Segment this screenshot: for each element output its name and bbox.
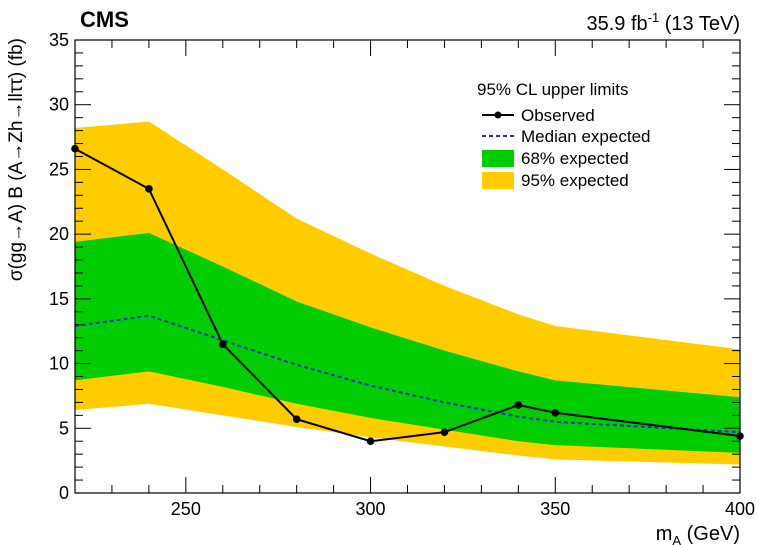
legend-observed-marker: [494, 111, 502, 119]
legend-title: 95% CL upper limits: [477, 80, 629, 99]
y-tick-label: 10: [49, 354, 69, 374]
legend-95-swatch: [482, 172, 514, 189]
y-tick-label: 35: [49, 30, 69, 50]
observed-point: [145, 185, 153, 193]
lumi-label: 35.9 fb-1 (13 TeV): [586, 10, 740, 35]
legend-95-label: 95% expected: [521, 171, 629, 190]
x-tick-label: 400: [725, 499, 755, 519]
x-axis-label-unit: (GeV): [681, 523, 740, 545]
y-tick-label: 0: [59, 483, 69, 503]
x-axis-label-subscript: A: [672, 533, 681, 545]
y-tick-label: 25: [49, 159, 69, 179]
y-tick-label: 30: [49, 95, 69, 115]
observed-point: [440, 428, 449, 436]
expected-bands: [75, 121, 740, 465]
observed-point: [218, 340, 227, 348]
band-68-expected: [75, 232, 740, 453]
observed-point: [292, 415, 301, 424]
observed-point: [551, 408, 560, 417]
x-tick-label: 250: [171, 499, 201, 519]
legend-68-label: 68% expected: [521, 149, 629, 168]
x-axis-label-main: m: [656, 523, 673, 545]
x-axis-label: mA (GeV): [656, 523, 740, 545]
legend-68-swatch: [482, 150, 514, 167]
y-axis-label: σ(gg→A) B (A→Zh→llττ) (fb): [6, 38, 27, 281]
legend-median-label: Median expected: [521, 127, 650, 146]
median-expected-line: [74, 314, 741, 434]
lumi-superscript: -1: [648, 10, 660, 25]
x-tick-label: 350: [540, 499, 570, 519]
x-tick-label: 300: [356, 499, 386, 519]
legend-entry-68: 68% expected: [482, 149, 629, 168]
observed-point: [366, 437, 375, 446]
legend-entry-95: 95% expected: [482, 171, 629, 190]
y-tick-label: 5: [59, 418, 69, 438]
y-tick-label: 20: [49, 224, 69, 244]
energy-label: (13 TeV): [659, 13, 740, 35]
legend: 95% CL upper limits Observed Median expe…: [477, 80, 650, 190]
observed-point: [514, 401, 523, 409]
legend-entry-median: Median expected: [482, 127, 650, 146]
y-tick-label: 15: [49, 289, 69, 309]
legend-entry-observed: Observed: [482, 106, 595, 125]
experiment-label: CMS: [80, 7, 129, 32]
axis-ticks: 0 5 10 15 20 25 30 35 250 300 350 400: [49, 30, 755, 519]
lumi-value: 35.9 fb: [586, 13, 647, 35]
legend-observed-label: Observed: [521, 106, 595, 125]
limit-lines: [71, 144, 744, 446]
